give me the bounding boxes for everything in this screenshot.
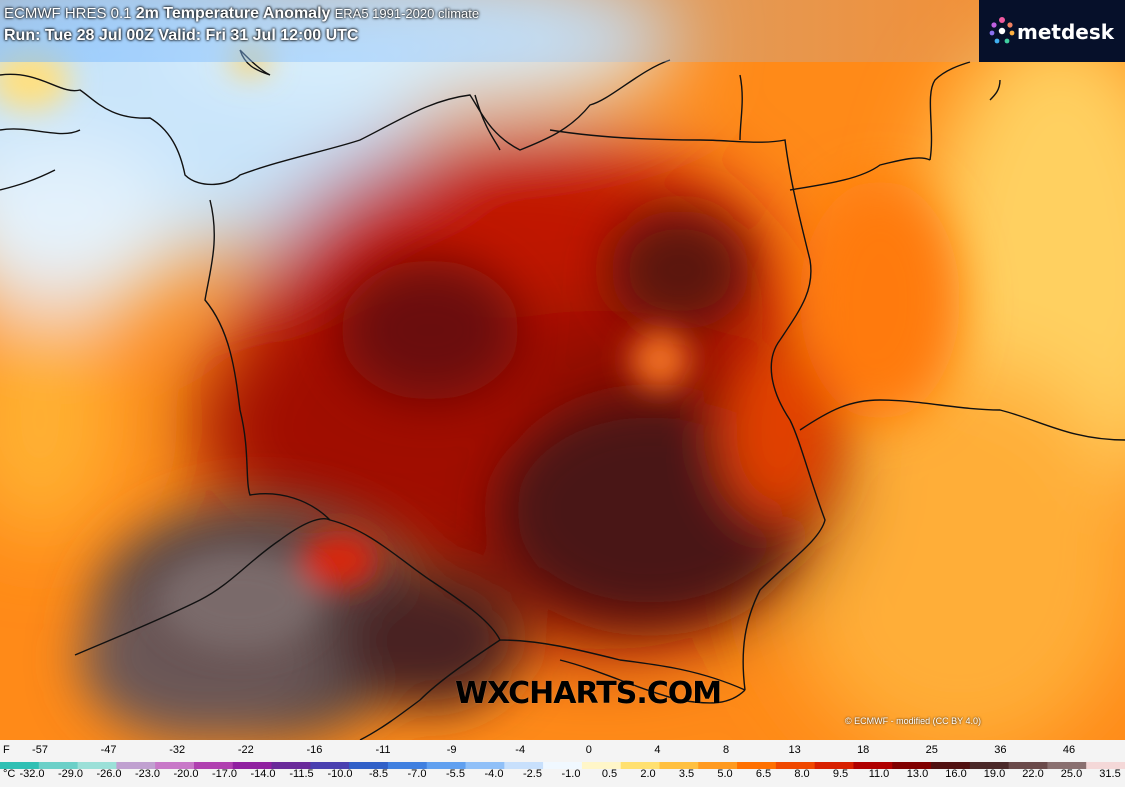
run-valid-time: Run: Tue 28 Jul 00Z Valid: Fri 31 Jul 12…: [4, 27, 359, 44]
ecmwf-credit: © ECMWF - modified (CC BY 4.0): [845, 716, 981, 726]
colorbar-swatch: [1047, 762, 1087, 769]
fahrenheit-tick: -32: [169, 744, 186, 756]
celsius-tick: 19.0: [983, 768, 1006, 780]
celsius-tick: -20.0: [173, 768, 199, 780]
fahrenheit-tick: -47: [100, 744, 117, 756]
color-legend: F -57 -47 -32 -22 -16 -11 -9 -4 0 4 8 13 18 25 36 46 °C…: [0, 740, 1125, 787]
colorbar-swatch: [581, 762, 622, 769]
colorbar-swatch: [698, 762, 738, 769]
celsius-tick: -10.0: [327, 768, 353, 780]
celsius-tick: 9.5: [832, 768, 849, 780]
wxcharts-watermark: WXCHARTS.COM: [455, 676, 722, 711]
celsius-tick: 31.5: [1099, 768, 1121, 780]
celsius-tick: 16.0: [945, 768, 967, 780]
colorbar-swatch: [387, 762, 428, 769]
colorbar: [0, 762, 1125, 769]
colorbar-swatch: [426, 762, 467, 769]
colorbar-swatch: [155, 762, 195, 769]
colorbar-swatch: [969, 762, 1010, 769]
celsius-tick: 8.0: [794, 768, 810, 780]
colorbar-swatch: [1086, 762, 1125, 769]
fahrenheit-tick: -11: [375, 744, 391, 756]
fahrenheit-tick: 8: [722, 744, 730, 756]
celsius-tick: 5.0: [717, 768, 733, 780]
fahrenheit-tick: -22: [237, 744, 254, 756]
fahrenheit-tick: -4: [515, 744, 526, 756]
colorbar-swatch: [310, 762, 350, 769]
colorbar-swatch: [77, 762, 117, 769]
fahrenheit-tick: 4: [654, 744, 661, 756]
fahrenheit-tick: 46: [1062, 744, 1076, 756]
celsius-tick: 22.0: [1022, 768, 1044, 780]
celsius-tick: 3.5: [678, 768, 695, 780]
celsius-scale: °C -32.0 -29.0 -26.0 -23.0 -20.0 -17.0 -14.0 -1…: [0, 768, 1125, 786]
colorbar-swatch: [659, 762, 699, 769]
celsius-tick: -17.0: [211, 768, 238, 780]
fahrenheit-tick: 0: [585, 744, 592, 756]
colorbar-swatch: [271, 762, 311, 769]
celsius-tick: 13.0: [906, 768, 929, 780]
celsius-tick: -2.5: [523, 768, 542, 780]
colorbar-swatch: [543, 762, 583, 769]
celsius-tick: -29.0: [57, 768, 84, 780]
fahrenheit-tick: -57: [32, 744, 48, 756]
celsius-tick: -7.0: [407, 768, 427, 780]
celsius-tick: -8.5: [369, 768, 388, 780]
celsius-tick: -11.5: [289, 768, 314, 780]
colorbar-swatch: [853, 762, 893, 769]
colorbar-swatch: [38, 762, 79, 769]
metdesk-logo-icon: [989, 17, 1015, 44]
celsius-tick: -1.0: [561, 768, 581, 780]
celsius-tick: 6.5: [755, 768, 772, 780]
colorbar-swatch: [814, 762, 854, 769]
fahrenheit-tick: -9: [446, 744, 457, 756]
celsius-tick: 11.0: [868, 768, 890, 780]
celsius-unit: °C: [3, 768, 16, 780]
celsius-tick: -32.0: [19, 768, 45, 780]
header-band: [0, 0, 980, 62]
celsius-tick: -5.5: [446, 768, 465, 780]
celsius-tick: 25.0: [1060, 768, 1083, 780]
borders: [0, 49, 1125, 741]
fahrenheit-tick: 13: [788, 744, 801, 756]
metdesk-logo-text: metdesk: [1017, 20, 1115, 44]
fahrenheit-scale: F -57 -47 -32 -22 -16 -11 -9 -4 0 4 8 13 18 25 36 46: [0, 744, 1125, 762]
colorbar-swatch: [465, 762, 505, 769]
climate-reference: ERA5 1991-2020 climate: [334, 6, 480, 21]
celsius-tick: 2.0: [640, 768, 656, 780]
celsius-tick: -14.0: [250, 768, 276, 780]
colorbar-swatch: [232, 762, 273, 769]
colorbar-swatch: [1008, 762, 1048, 769]
model-name: ECMWF HRES 0.1: [4, 5, 132, 22]
colorbar-swatch: [504, 762, 544, 769]
colorbar-swatch: [892, 762, 932, 769]
fahrenheit-tick: 36: [994, 744, 1007, 756]
metdesk-logo[interactable]: metdesk: [979, 0, 1125, 62]
colorbar-swatch: [116, 762, 156, 769]
colorbar-swatch: [193, 762, 234, 769]
colorbar-swatch: [0, 762, 40, 769]
celsius-tick: 0.5: [601, 768, 618, 780]
colorbar-swatch: [349, 762, 389, 769]
map-title: ECMWF HRES 0.1 2m Temperature Anomaly ER…: [4, 5, 479, 23]
celsius-tick: -23.0: [134, 768, 161, 780]
colorbar-swatch: [775, 762, 816, 769]
product-name: 2m Temperature Anomaly: [135, 5, 331, 22]
fahrenheit-tick: -16: [306, 744, 323, 756]
fahrenheit-tick: 18: [857, 744, 870, 756]
celsius-tick: -26.0: [96, 768, 122, 780]
celsius-tick: -4.0: [484, 768, 504, 780]
fahrenheit-unit: F: [3, 744, 10, 756]
colorbar-swatch: [931, 762, 971, 769]
colorbar-swatch: [737, 762, 777, 769]
colorbar-swatch: [620, 762, 660, 769]
fahrenheit-tick: 25: [925, 744, 938, 756]
